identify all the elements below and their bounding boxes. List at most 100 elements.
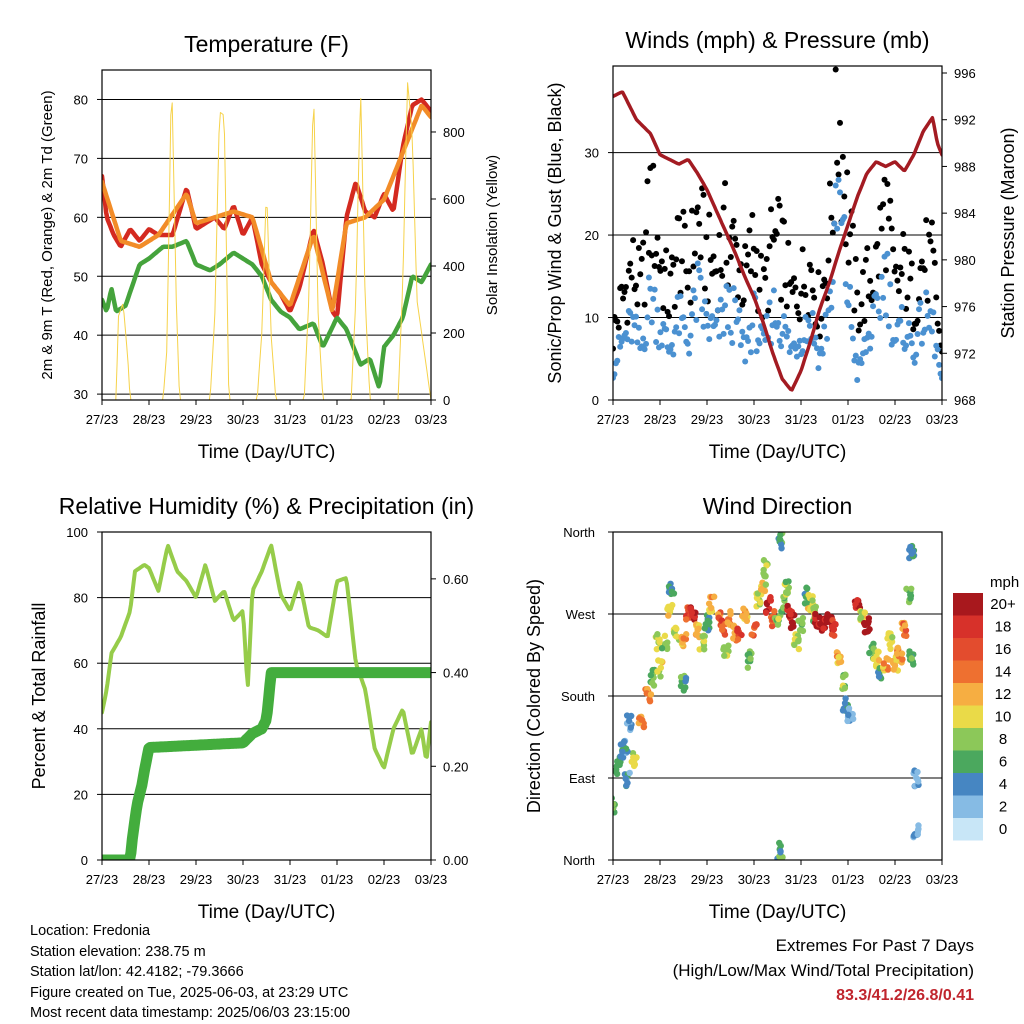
chart-temperature-ylabel: 2m & 9m T (Red, Orange) & 2m Td (Green) xyxy=(39,90,56,379)
chart-winds-series-wind-point xyxy=(903,342,910,349)
chart-winds-series-gust-point xyxy=(801,283,808,290)
direction-point xyxy=(654,668,661,675)
chart-winds-series-wind-point xyxy=(841,213,848,220)
chart-winds-series-wind-point xyxy=(660,320,667,327)
direction-point xyxy=(631,761,639,768)
chart-winds-series-gust-point xyxy=(778,296,785,303)
chart-winds-series-wind-point xyxy=(693,317,700,324)
chart-winds-series-wind-point xyxy=(745,337,752,344)
chart-winds-series-wind-point xyxy=(842,281,849,288)
chart-temperature-xtick-label: 01/23 xyxy=(321,412,354,427)
direction-point xyxy=(839,707,847,714)
colorbar-tick-label: 0 xyxy=(999,821,1007,838)
chart-winds-series-wind-point xyxy=(858,360,865,367)
chart-winds-series-gust-point xyxy=(618,283,625,290)
chart-winds-series-wind-point xyxy=(832,182,839,189)
chart-winds-series-wind-point xyxy=(720,330,727,337)
direction-point xyxy=(721,631,729,638)
chart-winds-series-wind-point xyxy=(653,338,660,345)
chart-temperature-ytick-right-label: 200 xyxy=(443,326,465,341)
chart-winds-series-wind-point xyxy=(734,316,741,323)
chart-winds-series-wind-point xyxy=(680,314,687,321)
chart-winds-series-gust-point xyxy=(690,263,697,270)
chart-winds-series-gust-point xyxy=(745,251,752,258)
extremes-panel: Extremes For Past 7 Days (High/Low/Max W… xyxy=(673,933,974,1008)
chart-winds-series-gust-point xyxy=(895,288,902,295)
direction-point xyxy=(762,581,770,588)
chart-winds-series-gust-point xyxy=(697,254,704,261)
chart-direction-ytick-label: South xyxy=(561,689,595,704)
direction-point xyxy=(707,604,715,612)
direction-point xyxy=(680,635,687,642)
chart-winds-ytick-right-label: 976 xyxy=(954,300,976,315)
direction-point xyxy=(620,738,628,745)
chart-winds-series-gust-point xyxy=(891,268,898,275)
chart-winds-series-gust-point xyxy=(859,269,866,276)
chart-winds-series-gust-point xyxy=(826,180,833,187)
chart-winds-series-gust-point xyxy=(732,235,739,242)
direction-point xyxy=(734,636,742,643)
chart-winds-series-gust-point xyxy=(842,241,849,248)
chart-winds-series-gust-point xyxy=(884,181,891,188)
chart-humidity-ytick-label: 60 xyxy=(74,656,88,671)
chart-winds-ytick-right-label: 984 xyxy=(954,206,976,221)
chart-winds-series-gust-point xyxy=(881,176,888,183)
colorbar-tick-label: 20+ xyxy=(990,596,1016,613)
colorbar-tick-label: 4 xyxy=(999,776,1007,793)
chart-winds-series-wind-point xyxy=(862,349,869,356)
chart-winds-series-wind-point xyxy=(786,349,793,356)
chart-winds-series-wind-point xyxy=(617,343,624,350)
chart-winds-series-wind-point xyxy=(717,296,724,303)
direction-point xyxy=(861,609,869,616)
direction-point xyxy=(910,661,917,668)
chart-winds-series-wind-point xyxy=(885,323,892,330)
chart-direction-xtick-label: 27/23 xyxy=(597,872,630,887)
chart-winds-series-wind-point xyxy=(706,336,713,343)
chart-winds-series-gust-point xyxy=(887,197,894,204)
chart-winds-series-gust-point xyxy=(890,246,897,253)
direction-point xyxy=(841,699,849,707)
direction-point xyxy=(908,550,915,557)
chart-winds-series-wind-point xyxy=(811,340,818,347)
chart-winds-series-wind-point xyxy=(753,348,760,355)
direction-point xyxy=(626,769,633,777)
direction-point xyxy=(845,711,852,719)
chart-winds-series-wind-point xyxy=(658,342,665,349)
chart-winds-series-gust-point xyxy=(789,289,796,296)
chart-winds-series-gust-point xyxy=(676,215,683,222)
chart-winds-series-gust-point xyxy=(904,294,911,301)
chart-winds-ytick-label: 10 xyxy=(585,311,599,326)
chart-winds-series-gust-point xyxy=(756,286,763,293)
chart-winds-series-wind-point xyxy=(779,330,786,337)
chart-temperature-ytick-right-label: 0 xyxy=(443,393,450,408)
chart-winds-series-gust-point xyxy=(930,247,937,254)
direction-point xyxy=(782,578,790,586)
chart-winds-series-wind-point xyxy=(775,319,782,326)
chart-winds-series-gust-point xyxy=(825,257,832,264)
chart-winds-series-gust-point xyxy=(694,204,701,211)
direction-point xyxy=(658,658,665,665)
direction-point xyxy=(700,637,708,645)
chart-humidity-ytick-right-label: 0.60 xyxy=(443,572,468,587)
chart-winds-series-wind-point xyxy=(870,303,877,310)
chart-winds-series-wind-point xyxy=(828,304,835,311)
chart-winds-series-wind-point xyxy=(877,314,884,321)
chart-temperature-title: Temperature (F) xyxy=(184,31,349,57)
chart-winds-series-wind-point xyxy=(898,304,905,311)
chart-winds-series-gust-point xyxy=(908,260,915,267)
chart-winds-series-gust-point xyxy=(811,294,818,301)
chart-humidity-xtick-label: 02/23 xyxy=(368,872,401,887)
chart-winds-ytick-right-label: 996 xyxy=(954,66,976,81)
chart-humidity-ytick-label: 80 xyxy=(74,591,88,606)
chart-winds-series-gust-point xyxy=(792,284,799,291)
chart-winds-series-gust-point xyxy=(855,327,862,334)
chart-winds-series-wind-point xyxy=(831,220,838,227)
direction-point xyxy=(844,717,851,725)
chart-winds-ytick-label: 20 xyxy=(585,228,599,243)
chart-winds-series-gust-point xyxy=(888,225,895,232)
direction-point xyxy=(796,627,804,634)
direction-point xyxy=(809,597,816,604)
chart-winds-series-gust-point xyxy=(747,268,754,275)
chart-winds-series-wind-point xyxy=(835,176,842,183)
chart-winds-series-gust-point xyxy=(862,256,869,263)
